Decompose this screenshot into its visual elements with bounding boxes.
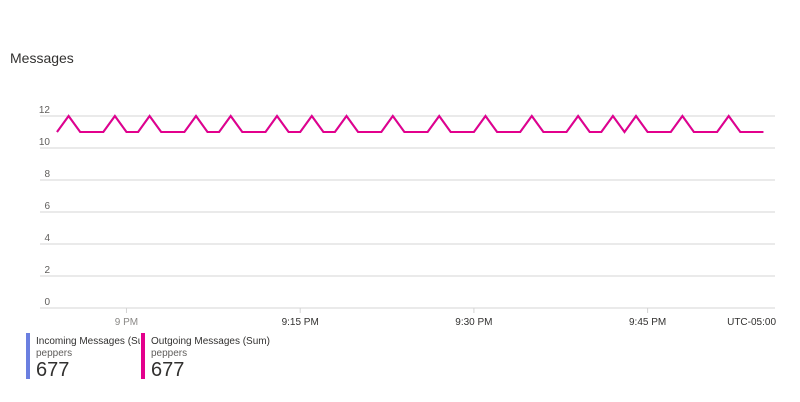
- y-tick-label: 12: [39, 105, 51, 116]
- x-tick-label: 9:30 PM: [455, 317, 492, 328]
- timezone-label: UTC-05:00: [727, 317, 776, 328]
- x-tick-label: 9:45 PM: [629, 317, 666, 328]
- y-tick-label: 6: [44, 201, 50, 212]
- legend-item-outgoing[interactable]: Outgoing Messages (Sum) peppers 677: [141, 333, 271, 381]
- y-tick-label: 4: [44, 233, 50, 244]
- legend-series-name: Outgoing Messages (Sum): [151, 336, 270, 347]
- x-tick-label: 9 PM: [115, 317, 138, 328]
- legend-total-value: 677: [151, 359, 185, 381]
- y-tick-label: 8: [44, 169, 50, 180]
- legend-series-name: Incoming Messages (Sum): [36, 336, 140, 347]
- y-tick-label: 10: [39, 137, 51, 148]
- series-line-incoming: [56, 114, 764, 134]
- y-tick-label: 2: [44, 265, 50, 276]
- legend-item-incoming[interactable]: Incoming Messages (Sum) peppers 677: [26, 333, 140, 381]
- legend-resource-name: peppers: [151, 348, 188, 359]
- y-tick-label: 0: [44, 297, 50, 308]
- chart-title: Messages: [10, 50, 74, 66]
- series-line-outgoing: [56, 114, 764, 134]
- legend-color-swatch: [141, 333, 145, 379]
- legend-resource-name: peppers: [36, 348, 73, 359]
- x-tick-label: 9:15 PM: [282, 317, 319, 328]
- legend-color-swatch: [26, 333, 30, 379]
- legend-total-value: 677: [36, 359, 70, 381]
